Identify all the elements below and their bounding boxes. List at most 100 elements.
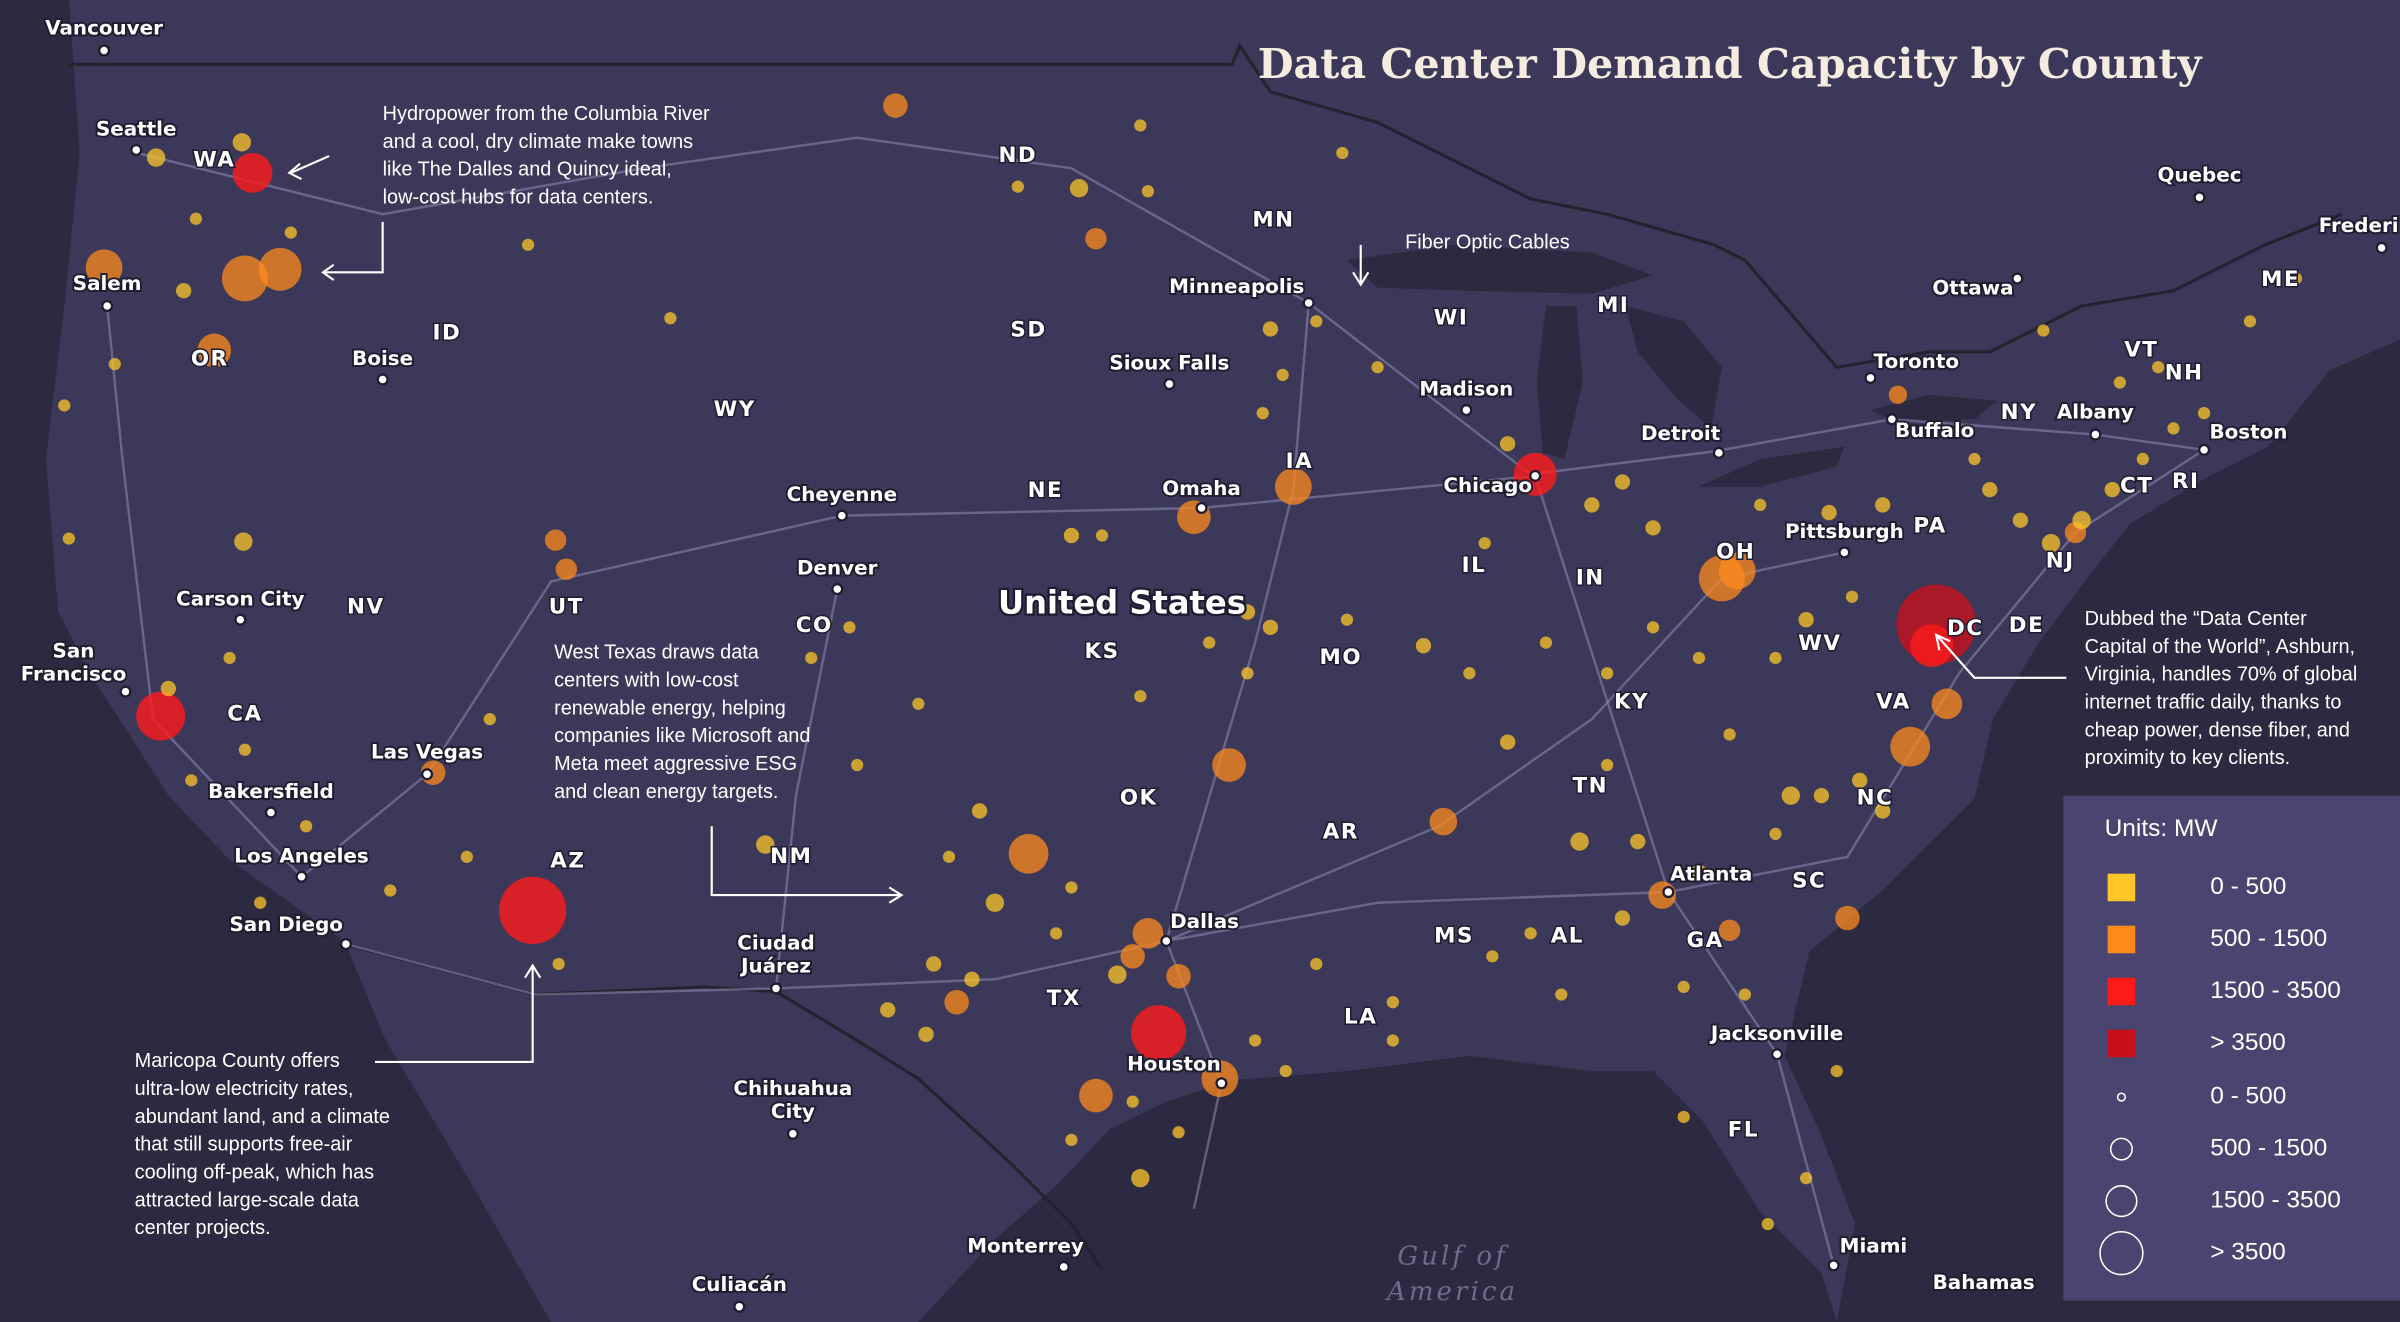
- county-dot: [1336, 146, 1349, 160]
- county-dot: [1761, 1217, 1774, 1231]
- city-marker: [1460, 404, 1473, 417]
- county-dot: [851, 758, 864, 772]
- county-dot: [1738, 988, 1752, 1001]
- legend-label: > 3500: [2210, 1239, 2286, 1266]
- county-dot: [1601, 667, 1614, 680]
- city-marker: [835, 509, 848, 522]
- place-label: Omaha: [1162, 477, 1241, 500]
- county-dot: [1570, 832, 1589, 851]
- county-dot: [1890, 726, 1931, 767]
- county-dot: [197, 333, 232, 368]
- city-marker: [1864, 371, 1877, 384]
- city-marker: [1215, 1077, 1228, 1090]
- annotation-line: and clean energy targets.: [554, 781, 778, 803]
- county-dot: [1310, 957, 1323, 971]
- county-dot: [971, 803, 988, 819]
- city-marker: [420, 768, 434, 781]
- county-dot: [1166, 963, 1191, 989]
- place-label: Ciudad: [737, 932, 814, 955]
- state-label: NJ: [2046, 549, 2075, 574]
- legend-label: 500 - 1500: [2210, 1135, 2327, 1162]
- state-label: SD: [1010, 318, 1046, 343]
- county-dot: [2289, 272, 2303, 285]
- county-dot: [1769, 651, 1782, 665]
- place-label: Houston: [1127, 1052, 1221, 1075]
- county-dot: [918, 1026, 934, 1042]
- county-dot: [1203, 636, 1216, 649]
- county-dot: [1131, 1005, 1187, 1061]
- annotation-line: cooling off-peak, which has: [135, 1162, 374, 1184]
- arrow: [710, 826, 904, 904]
- state-label: ME: [2261, 267, 2300, 292]
- county-dot: [1371, 361, 1384, 374]
- county-dot: [2012, 512, 2029, 528]
- county-dot: [2104, 481, 2120, 498]
- state-label: TN: [1573, 773, 1609, 798]
- annotation-line: companies like Microsoft and: [554, 725, 810, 747]
- county-dot: [1875, 803, 1891, 819]
- state-label: NH: [2165, 360, 2204, 385]
- city-marker: [1662, 886, 1675, 899]
- county-dot: [1108, 965, 1127, 984]
- county-dots: [58, 93, 2303, 1231]
- place-label: Jacksonville: [1709, 1022, 1843, 1045]
- state-label: OR: [191, 347, 229, 372]
- place-label: Miami: [1840, 1235, 1908, 1258]
- road: [1165, 551, 1845, 943]
- county-dot: [1982, 481, 1998, 498]
- place-label: Carson City: [176, 587, 304, 610]
- city-marker: [831, 583, 844, 596]
- place-label: Chihuahua: [733, 1077, 852, 1100]
- county-dot: [1120, 944, 1145, 969]
- lake: [1698, 446, 1845, 487]
- city-marker: [98, 44, 111, 57]
- legend-label: 0 - 500: [2210, 873, 2286, 900]
- state-label: MS: [1434, 923, 1474, 948]
- state-label: WA: [193, 148, 235, 173]
- county-dot: [1310, 315, 1323, 328]
- county-dot: [1415, 638, 1432, 654]
- county-dot: [1718, 919, 1741, 942]
- county-dot: [1539, 636, 1553, 649]
- county-dot: [1769, 827, 1782, 841]
- state-label: SC: [1792, 868, 1826, 893]
- annotation-line: ultra-low electricity rates,: [135, 1078, 354, 1100]
- annotation-line: attracted large-scale data: [135, 1189, 360, 1211]
- road: [105, 305, 303, 878]
- annotation-line: Maricopa County offers: [135, 1050, 340, 1072]
- county-dot: [1800, 1172, 1813, 1185]
- city-marker: [2198, 443, 2211, 456]
- state-label: UT: [549, 594, 584, 619]
- pacific-ocean: [0, 0, 552, 1322]
- place-label: Madison: [1419, 378, 1513, 401]
- county-dot: [1691, 864, 1707, 880]
- county-dot: [1555, 988, 1568, 1001]
- county-dot: [1614, 474, 1631, 490]
- place-label: Cheyenne: [787, 483, 897, 506]
- state-label: CO: [796, 613, 833, 638]
- city-marker: [2011, 272, 2024, 285]
- state-label: DC: [1947, 616, 1984, 641]
- county-dot: [136, 691, 186, 741]
- county-dot: [300, 820, 313, 833]
- city-marker: [1712, 446, 1725, 459]
- place-label: Juárez: [739, 955, 811, 978]
- arrow: [287, 155, 330, 180]
- city-marker: [1163, 378, 1176, 391]
- county-dot: [1340, 613, 1354, 626]
- legend-swatch: [2107, 1029, 2136, 1058]
- county-dot: [912, 697, 925, 710]
- county-dot: [1677, 1110, 1690, 1124]
- lake: [1536, 306, 1583, 460]
- county-dot: [1500, 436, 1516, 452]
- county-dot: [1212, 748, 1246, 782]
- city-marker: [2193, 191, 2206, 204]
- county-dot: [160, 680, 177, 697]
- county-dot: [1131, 1168, 1150, 1188]
- city-marker: [1302, 296, 1315, 310]
- county-dot: [62, 532, 75, 545]
- county-dot: [1262, 321, 1279, 337]
- city-marker: [119, 685, 132, 698]
- city-marker: [733, 1300, 746, 1313]
- county-dot: [1085, 227, 1107, 250]
